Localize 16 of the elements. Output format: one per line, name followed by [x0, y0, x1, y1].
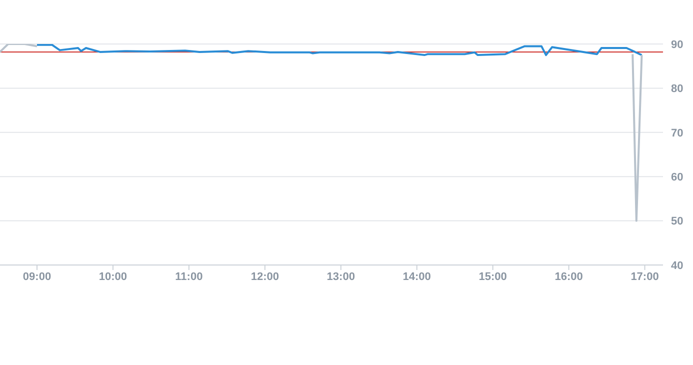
x-tick-label: 14:00 [402, 270, 431, 283]
line-series [36, 44, 643, 56]
y-tick-label: 70 [671, 127, 684, 140]
y-tick-label: 60 [671, 172, 684, 184]
x-tick-label: 16:00 [554, 270, 583, 283]
x-tick-label: 15:00 [478, 270, 507, 283]
y-tick-label: 40 [671, 260, 684, 272]
x-tick-label: 17:00 [630, 270, 659, 283]
x-tick-label: 09:00 [22, 270, 52, 283]
x-tick-label: 13:00 [326, 270, 355, 283]
y-tick-label: 80 [671, 83, 684, 96]
x-tick-label: 12:00 [250, 270, 279, 283]
x-tick-label: 11:00 [175, 270, 203, 283]
x-tick-label: 10:00 [98, 270, 128, 283]
y-tick-label: 90 [671, 38, 684, 51]
y-tick-label: 50 [671, 216, 684, 228]
